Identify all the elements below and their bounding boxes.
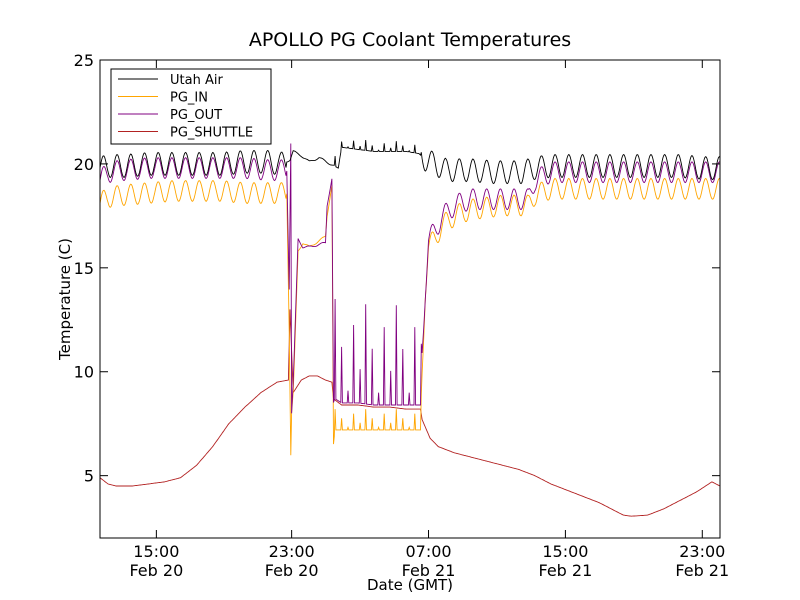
series-line-pg-shuttle	[99, 309, 721, 517]
legend: Utah Air PG_IN PG_OUT PG_SHUTTLE	[110, 68, 272, 145]
plot-frame	[99, 59, 721, 539]
x-axis-label: Date (GMT)	[367, 576, 453, 594]
x-tick-label-date: Feb 20	[265, 561, 319, 580]
y-axis-label: Temperature (C)	[56, 238, 74, 361]
x-tick-label-date: Feb 20	[129, 561, 183, 580]
x-tick-label-time: 23:00	[269, 542, 315, 561]
y-tick-label: 25	[74, 51, 94, 70]
legend-label: PG_IN	[170, 91, 208, 106]
chart-title: APOLLO PG Coolant Temperatures	[249, 29, 571, 51]
x-tick-label-time: 23:00	[679, 542, 725, 561]
legend-label: PG_OUT	[170, 108, 222, 123]
x-tick-label-time: 15:00	[542, 542, 588, 561]
x-tick-label-date: Feb 21	[402, 561, 456, 580]
legend-label: Utah Air	[170, 73, 223, 88]
y-tick-label: 5	[84, 467, 94, 486]
y-tick-label: 20	[74, 155, 94, 174]
y-tick-label: 10	[74, 363, 94, 382]
x-tick-label-time: 15:00	[133, 542, 179, 561]
series-line-utah-air	[99, 139, 721, 185]
y-tick-label: 15	[74, 259, 94, 278]
x-tick-label-date: Feb 21	[539, 561, 593, 580]
plot-lines	[99, 139, 721, 517]
x-tick-label-date: Feb 21	[675, 561, 729, 580]
y-axis: 5 10 15 20 25	[74, 51, 720, 486]
legend-label: PG_SHUTTLE	[170, 126, 253, 141]
x-tick-label-time: 07:00	[405, 542, 451, 561]
series-line-pg-in	[99, 177, 721, 456]
series-line-pg-out	[99, 143, 721, 414]
